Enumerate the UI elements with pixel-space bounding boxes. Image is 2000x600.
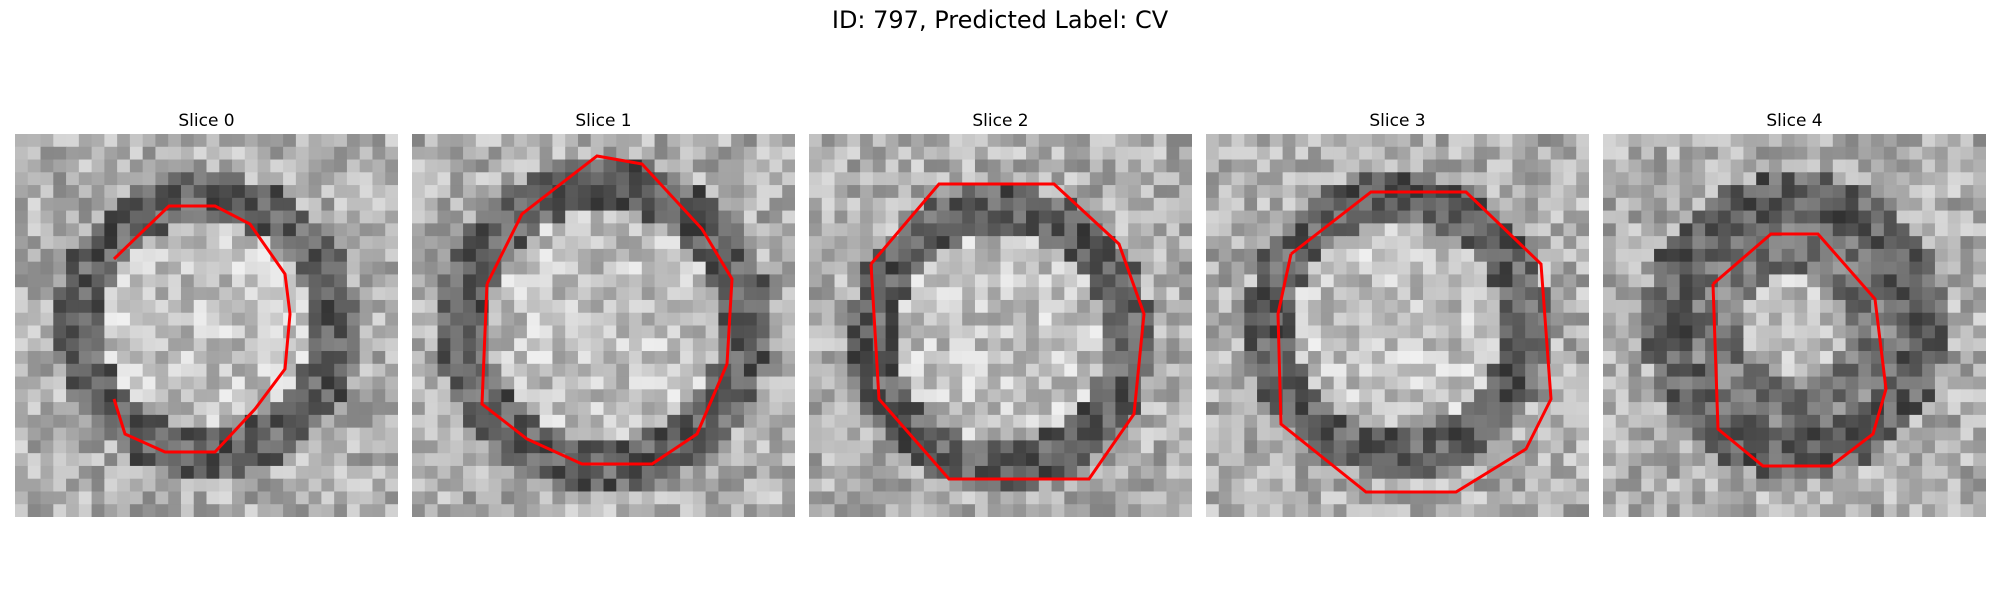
slice-pixels-3: [1206, 134, 1589, 517]
slice-title-3: Slice 3: [1369, 111, 1426, 131]
slice-contour-3: [1276, 190, 1553, 494]
slice-pixels-2: [809, 134, 1192, 517]
slice-pixels-1: [412, 134, 795, 517]
slice-image-2: [809, 134, 1192, 517]
slice-panel-3: Slice 3: [1206, 108, 1589, 517]
slice-image-4: [1603, 134, 1986, 517]
slice-image-1: [412, 134, 795, 517]
slice-image-3: [1206, 134, 1589, 517]
slice-title-4: Slice 4: [1766, 111, 1823, 131]
slice-panel-2: Slice 2: [809, 108, 1192, 517]
slice-title-2: Slice 2: [972, 111, 1029, 131]
slice-panel-0: Slice 0: [15, 108, 398, 517]
slice-panel-1: Slice 1: [412, 108, 795, 517]
figure-title: ID: 797, Predicted Label: CV: [831, 6, 1169, 34]
slice-title-1: Slice 1: [575, 111, 632, 131]
slice-contour-4: [1711, 232, 1888, 468]
slice-pixels-0: [15, 134, 398, 517]
slice-contour-1: [480, 154, 734, 466]
slice-title-0: Slice 0: [178, 111, 235, 131]
slice-image-0: [15, 134, 398, 517]
slice-contour-2: [869, 182, 1146, 481]
slice-pixels-4: [1603, 134, 1986, 517]
slice-contour-0: [112, 204, 292, 454]
slice-panel-4: Slice 4: [1603, 108, 1986, 517]
